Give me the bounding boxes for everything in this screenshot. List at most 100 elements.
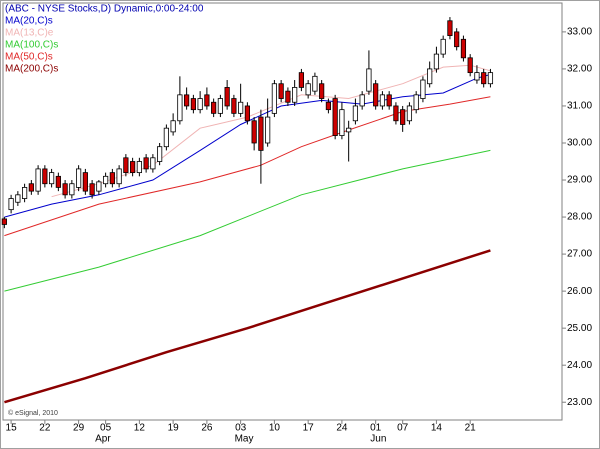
legend-entry: MA(13,C)e [5, 28, 54, 39]
candle-body [163, 127, 169, 148]
candle-body [352, 105, 359, 122]
candle-body [123, 157, 129, 174]
candle-body [76, 168, 82, 188]
x-tick-label: 03 [235, 423, 247, 434]
candle-body [177, 94, 183, 122]
candle-body [359, 94, 365, 107]
candle-body [143, 157, 149, 170]
candle-body [62, 183, 68, 196]
x-tick-label: 29 [73, 423, 85, 434]
ma-line [4, 149, 491, 292]
candle-body [292, 87, 298, 103]
candle-body [103, 175, 109, 185]
candle-body [130, 161, 136, 174]
y-tick-label: 25.00 [567, 323, 592, 334]
ma-line [4, 96, 491, 237]
candle-body [305, 83, 311, 96]
candle-body [379, 94, 386, 107]
candle-body [332, 98, 338, 136]
candle-body [190, 98, 196, 111]
y-tick-label: 33.00 [567, 27, 592, 38]
month-label: Jun [370, 434, 386, 445]
candle-body [150, 157, 156, 170]
y-tick-label: 27.00 [567, 249, 592, 260]
candle-body [467, 57, 473, 74]
candle-body [447, 20, 453, 36]
x-tick-label: 19 [168, 423, 180, 434]
legend-entry: MA(20,C)s [5, 16, 53, 27]
candle-body [15, 194, 21, 203]
candle-body [49, 172, 55, 185]
x-tick-label: 26 [201, 423, 213, 434]
candle-body [406, 105, 413, 122]
candle-body [238, 101, 244, 114]
y-tick-label: 30.00 [567, 138, 592, 149]
x-tick-label: 10 [269, 423, 281, 434]
candle-body [265, 116, 271, 144]
candle-body [204, 94, 210, 107]
candle-body [184, 94, 190, 107]
candle-body [339, 109, 345, 136]
watermark: © eSignal, 2010 [8, 409, 58, 417]
x-tick-label: 05 [100, 423, 112, 434]
candle-body [312, 75, 318, 92]
y-tick-label: 31.00 [567, 101, 592, 112]
candle-body [373, 83, 379, 107]
month-label: May [235, 434, 254, 445]
candle-body [400, 109, 406, 125]
legend-entry: MA(200,C)s [5, 64, 58, 75]
candle-body [285, 90, 291, 103]
candle-body [69, 183, 75, 196]
candle-body [487, 72, 494, 85]
candle-body [251, 120, 257, 144]
candle-body [420, 79, 426, 99]
candle-body [170, 120, 176, 133]
candle-body [211, 101, 217, 114]
candle-body [197, 98, 203, 111]
x-tick-label: 21 [465, 423, 477, 434]
candle-body [386, 94, 392, 107]
candle-body [319, 83, 325, 99]
candle-body [393, 105, 399, 122]
candle-body [224, 87, 230, 107]
candle-body [157, 146, 163, 162]
y-tick-label: 29.00 [567, 175, 592, 186]
candle-body [89, 183, 95, 196]
candle-body [454, 31, 460, 48]
candle-body [109, 172, 115, 185]
candle-body [136, 161, 142, 174]
candle-body [413, 94, 419, 111]
candle-body [82, 172, 88, 192]
candle-body [481, 72, 487, 85]
candle-body [55, 175, 61, 188]
candle-body [116, 168, 122, 185]
candle-body [460, 38, 467, 59]
x-tick-label: 12 [134, 423, 146, 434]
y-tick-label: 23.00 [567, 397, 592, 408]
y-tick-label: 26.00 [567, 286, 592, 297]
candle-body [325, 101, 332, 111]
y-tick-label: 24.00 [567, 360, 592, 371]
candle-body [427, 68, 433, 85]
candle-body [8, 198, 14, 211]
chart-title: (ABC - NYSE Stocks,D) Dynamic,0:00-24:00 [5, 4, 204, 15]
candle-body [244, 105, 250, 122]
candle-body [440, 38, 446, 55]
candle-body [42, 168, 48, 185]
x-tick-label: 15 [6, 423, 18, 434]
candle-body [278, 83, 284, 99]
candle-body [96, 181, 102, 192]
plot-area [2, 2, 563, 421]
x-tick-label: 22 [39, 423, 51, 434]
x-tick-label: 17 [303, 423, 315, 434]
candle-body [346, 127, 352, 133]
x-tick-label: 01 [370, 423, 382, 434]
candle-body [258, 116, 264, 151]
candle-body [271, 83, 277, 114]
candle-body [1, 218, 7, 225]
candle-body [231, 98, 237, 114]
x-tick-label: 14 [431, 423, 443, 434]
candle-body [35, 168, 41, 192]
candle-body [298, 72, 305, 88]
